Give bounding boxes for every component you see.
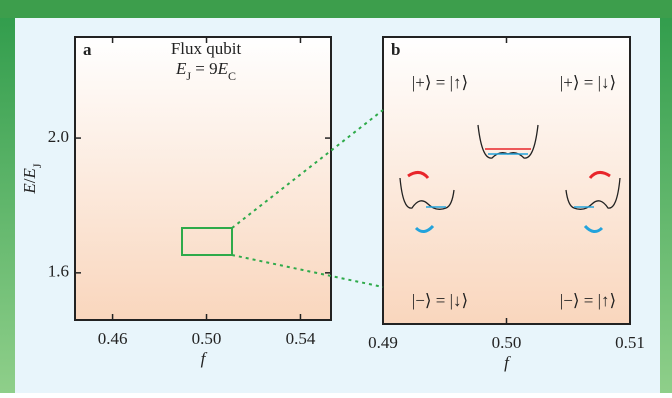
x-tick-label: 0.50 [192, 329, 222, 348]
potential [565, 177, 621, 210]
arrow [407, 171, 430, 180]
annotation: |−⟩ = |↑⟩ [560, 291, 616, 310]
plot-area [383, 37, 630, 324]
annotation: Flux qubit [171, 39, 242, 58]
arrow [583, 224, 604, 233]
text-part: = 9 [191, 59, 218, 78]
annotation: |−⟩ = |↓⟩ [412, 291, 468, 310]
x-axis-label: f [201, 349, 208, 368]
panel-label: b [391, 40, 400, 59]
frame-top [0, 0, 672, 18]
x-tick-label: 0.46 [98, 329, 128, 348]
text-part: C [228, 69, 236, 83]
x-tick-label: 0.49 [368, 333, 398, 352]
text-part: E [20, 183, 39, 195]
potential [399, 177, 455, 210]
text-part: J [186, 69, 191, 83]
text-part: E [175, 59, 187, 78]
arrow [414, 224, 435, 233]
x-tick-label: 0.51 [615, 333, 645, 352]
x-axis-label: f [504, 353, 511, 372]
plot-frame [74, 36, 332, 321]
x-tick-label: 0.54 [286, 329, 316, 348]
text-part: E [217, 59, 229, 78]
y-tick-label: 1.6 [48, 262, 69, 281]
connector [231, 254, 384, 288]
subtitle: EJ = 9EC [175, 59, 236, 83]
x-tick-label: 0.50 [492, 333, 522, 352]
plot-area [75, 37, 331, 320]
y-tick-label: 2.0 [48, 127, 69, 146]
zoom-box [181, 227, 233, 256]
panel-label: a [83, 40, 92, 59]
y-axis-label: E/EJ [20, 163, 44, 195]
annotation: |+⟩ = |↑⟩ [412, 73, 468, 92]
text-part: E [20, 167, 39, 179]
potential-icons [399, 124, 621, 233]
annotation: |+⟩ = |↓⟩ [560, 73, 616, 92]
text-part: J [30, 163, 44, 168]
text-part: / [20, 178, 39, 183]
arrow [588, 171, 611, 180]
